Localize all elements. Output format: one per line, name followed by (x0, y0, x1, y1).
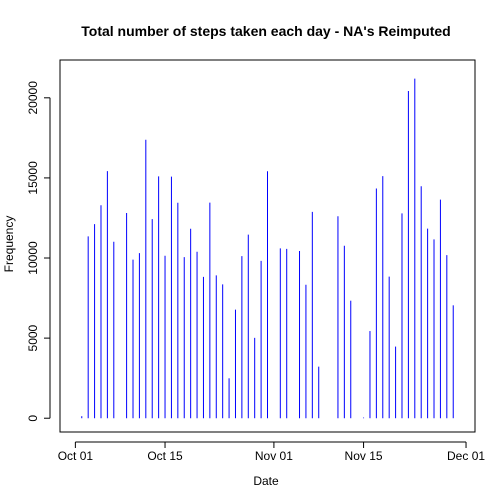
bars (81, 78, 454, 419)
plot-frame (59, 59, 476, 433)
y-axis: 0 5000 10000 15000 20000 (26, 81, 51, 422)
x-tick-label: Nov 01 (255, 449, 293, 463)
x-tick-label: Dec 01 (447, 449, 485, 463)
y-tick-label: 15000 (26, 161, 40, 195)
y-tick-label: 10000 (26, 241, 40, 275)
y-tick-label: 5000 (26, 324, 40, 351)
x-tick-label: Nov 15 (345, 449, 383, 463)
x-tick-label: Oct 01 (58, 449, 94, 463)
x-axis-label: Date (253, 474, 279, 488)
y-tick-label: 20000 (26, 81, 40, 115)
y-axis-label: Frequency (2, 216, 16, 273)
chart-title: Total number of steps taken each day - N… (81, 23, 450, 39)
x-axis: Oct 01 Oct 15 Nov 01 Nov 15 Dec 01 (58, 441, 485, 463)
x-tick-label: Oct 15 (147, 449, 183, 463)
y-tick-label: 0 (26, 415, 40, 422)
